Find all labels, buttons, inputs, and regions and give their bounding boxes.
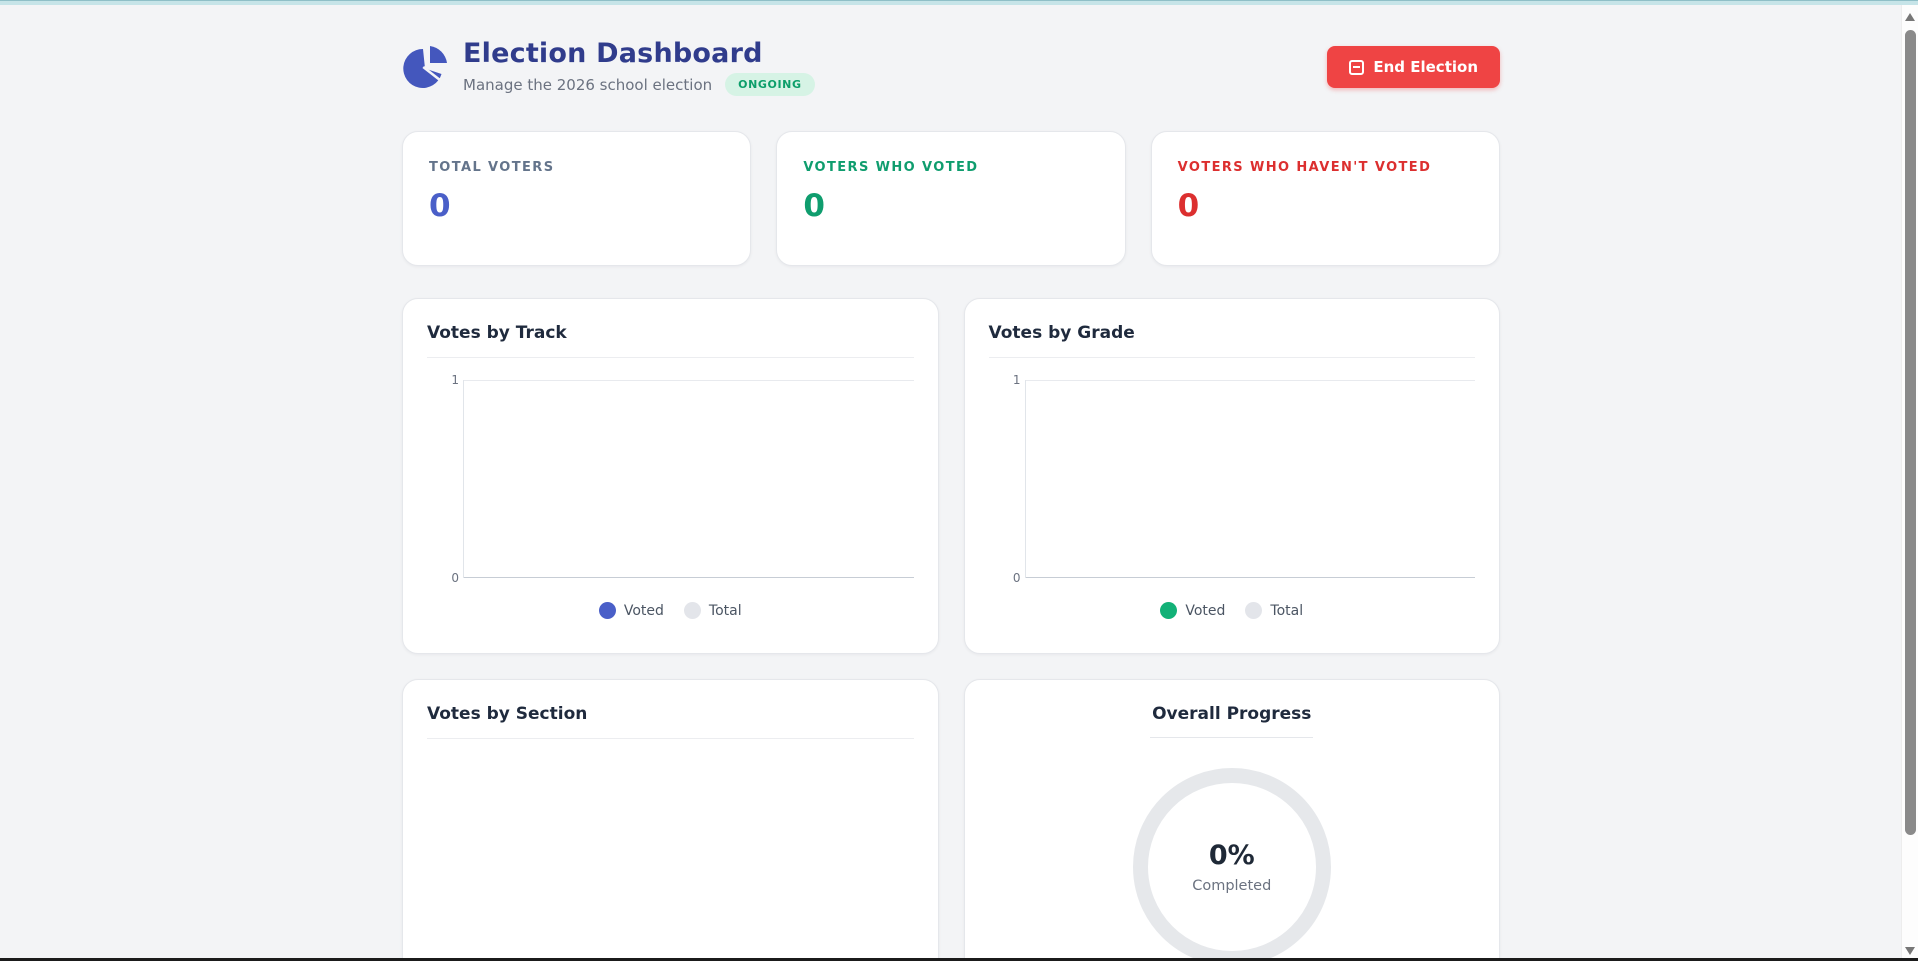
y-axis-tick-min: 0 bbox=[451, 571, 459, 585]
votes-by-track-card: Votes by Track 1 0 Voted Total bbox=[402, 298, 939, 654]
scrollbar-thumb[interactable] bbox=[1905, 30, 1916, 835]
card-title: Overall Progress bbox=[1152, 704, 1312, 724]
dashboard-page: Election Dashboard Manage the 2026 schoo… bbox=[0, 5, 1901, 961]
legend-item-total[interactable]: Total bbox=[683, 602, 742, 619]
stat-card-voters-who-voted: VOTERS WHO VOTED 0 bbox=[776, 131, 1126, 266]
legend-item-voted[interactable]: Voted bbox=[1160, 602, 1225, 619]
y-axis-tick-max: 1 bbox=[1012, 373, 1021, 387]
stat-value: 0 bbox=[429, 188, 451, 224]
stat-value: 0 bbox=[1177, 188, 1200, 224]
legend-label: Voted bbox=[623, 602, 664, 619]
window-bottom-edge bbox=[0, 958, 1918, 961]
stat-label: TOTAL VOTERS bbox=[429, 160, 555, 175]
legend-item-total[interactable]: Total bbox=[1245, 602, 1303, 619]
minus-square-icon bbox=[1349, 59, 1365, 75]
vertical-scrollbar[interactable] bbox=[1901, 5, 1918, 961]
progress-percent: 0% bbox=[1208, 840, 1255, 871]
stat-card-voters-not-voted: VOTERS WHO HAVEN'T VOTED 0 bbox=[1150, 131, 1500, 266]
page-header: Election Dashboard Manage the 2026 schoo… bbox=[402, 38, 1500, 96]
divider bbox=[988, 357, 1475, 358]
legend-dot-voted bbox=[1160, 602, 1178, 619]
stat-card-total-voters: TOTAL VOTERS 0 bbox=[402, 131, 752, 266]
end-election-button[interactable]: End Election bbox=[1327, 46, 1500, 88]
chart-legend: Voted Total bbox=[989, 602, 1476, 619]
page-title: Election Dashboard bbox=[463, 38, 763, 69]
y-axis-tick-max: 1 bbox=[451, 373, 459, 387]
overall-progress-card: Overall Progress 0% Completed bbox=[963, 679, 1500, 961]
votes-by-section-card: Votes by Section bbox=[402, 679, 939, 961]
legend-label: Total bbox=[708, 602, 742, 619]
stat-value: 0 bbox=[803, 188, 825, 224]
chart-plot-area bbox=[1024, 380, 1476, 578]
legend-item-voted[interactable]: Voted bbox=[598, 602, 664, 619]
pie-chart-logo-icon bbox=[403, 46, 447, 88]
window-top-accent-bar bbox=[0, 0, 1918, 5]
page-subtitle: Manage the 2026 school election bbox=[463, 75, 713, 94]
bottom-row: Votes by Section Overall Progress 0% Com… bbox=[402, 679, 1500, 961]
scroll-down-arrow-icon[interactable] bbox=[1905, 947, 1915, 955]
legend-label: Total bbox=[1270, 602, 1304, 619]
charts-row: Votes by Track 1 0 Voted Total bbox=[402, 298, 1500, 654]
y-axis-tick-min: 0 bbox=[1012, 571, 1021, 585]
card-title: Votes by Section bbox=[427, 704, 588, 724]
legend-label: Voted bbox=[1185, 602, 1226, 619]
stat-label: VOTERS WHO VOTED bbox=[803, 160, 979, 175]
end-election-button-label: End Election bbox=[1373, 58, 1478, 76]
stat-label: VOTERS WHO HAVEN'T VOTED bbox=[1177, 160, 1432, 175]
votes-by-track-chart: 1 0 bbox=[447, 373, 914, 585]
status-badge: ONGOING bbox=[725, 73, 815, 96]
stats-row: TOTAL VOTERS 0 VOTERS WHO VOTED 0 VOTERS… bbox=[402, 131, 1500, 266]
chart-plot-area bbox=[463, 380, 914, 578]
chart-title: Votes by Grade bbox=[988, 323, 1135, 343]
legend-dot-voted bbox=[598, 602, 616, 619]
chart-legend: Voted Total bbox=[427, 602, 914, 619]
chart-title: Votes by Track bbox=[427, 323, 567, 343]
divider bbox=[427, 357, 914, 358]
votes-by-grade-chart: 1 0 bbox=[1009, 373, 1476, 585]
votes-by-grade-card: Votes by Grade 1 0 Voted Total bbox=[963, 298, 1500, 654]
card-title-wrap: Overall Progress bbox=[1150, 704, 1314, 738]
progress-ring: 0% Completed bbox=[1132, 768, 1331, 961]
scroll-up-arrow-icon[interactable] bbox=[1905, 13, 1915, 21]
progress-caption: Completed bbox=[1192, 878, 1272, 894]
legend-dot-total bbox=[683, 602, 701, 619]
divider bbox=[427, 738, 914, 739]
legend-dot-total bbox=[1245, 602, 1263, 619]
